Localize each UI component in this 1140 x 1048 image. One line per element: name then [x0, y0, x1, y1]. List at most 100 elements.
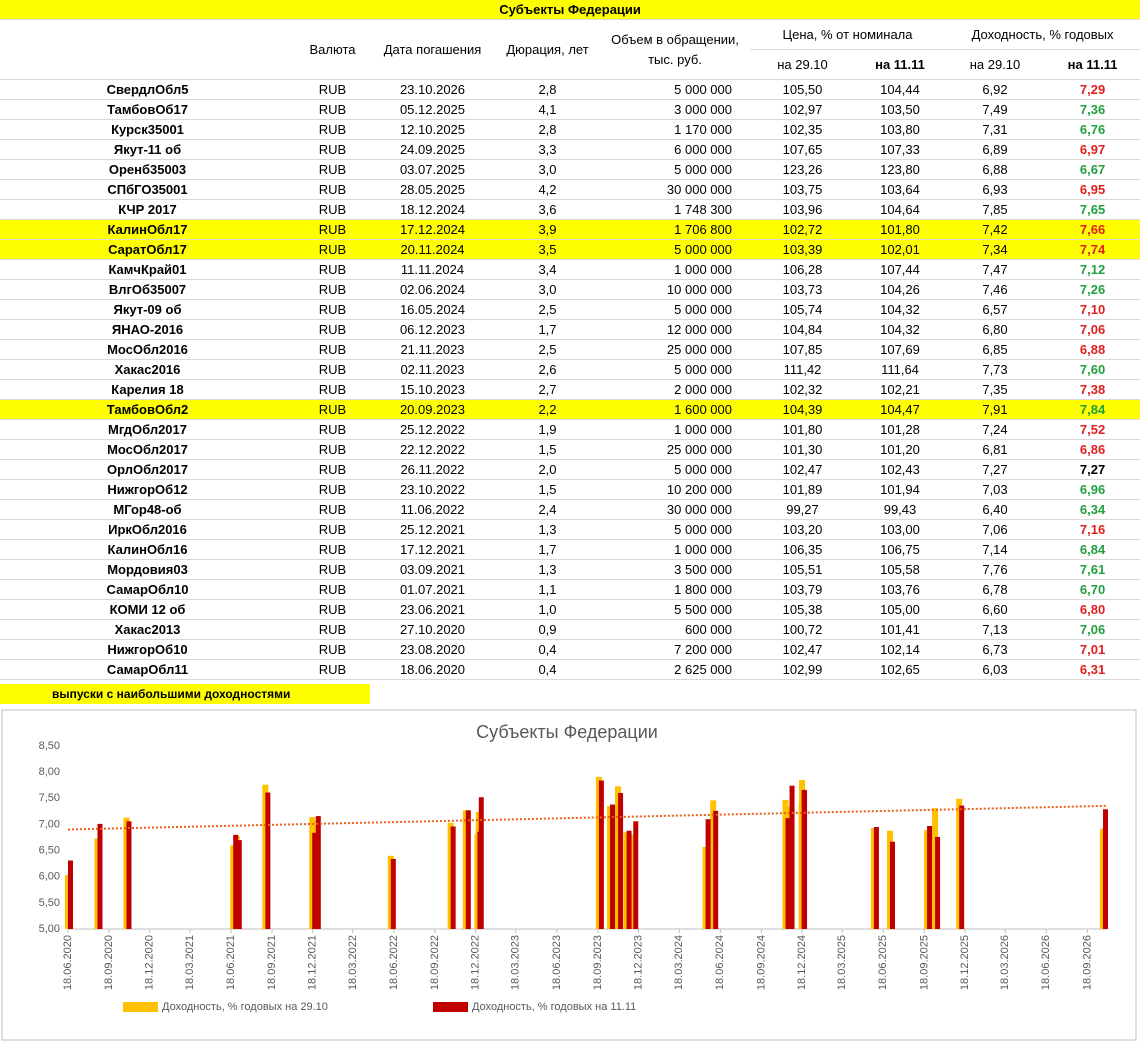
bar: [477, 831, 483, 929]
table-cell: RUB: [295, 539, 370, 560]
legend-swatch: [433, 1002, 468, 1012]
table-cell: Курск35001: [0, 119, 295, 140]
header-empty: [0, 19, 295, 80]
table-cell: МосОбл2017: [0, 439, 295, 460]
y-tick-label: 7,50: [39, 792, 60, 804]
y-tick-label: 5,00: [39, 923, 60, 935]
table-cell: 18.06.2020: [370, 659, 495, 680]
table-cell: RUB: [295, 559, 370, 580]
table-cell: ИркОбл2016: [0, 519, 295, 540]
table-cell: 7,29: [1045, 79, 1140, 100]
table-cell: 105,58: [855, 559, 945, 580]
table-cell: Карелия 18: [0, 379, 295, 400]
bar: [123, 817, 130, 929]
x-tick-label: 18.09.2026: [1081, 935, 1093, 990]
table-cell: 101,30: [750, 439, 855, 460]
chart-frame: [1, 709, 1137, 1041]
table-cell: 104,32: [855, 299, 945, 320]
table-cell: СвердлОбл5: [0, 79, 295, 100]
table-cell: 6,57: [945, 299, 1045, 320]
table-cell: 103,39: [750, 239, 855, 260]
table-cell: RUB: [295, 599, 370, 620]
table-cell: 101,41: [855, 619, 945, 640]
y-tick-label: 7,00: [39, 818, 60, 830]
table-cell: 101,80: [750, 419, 855, 440]
table-cell: RUB: [295, 399, 370, 420]
table-cell: 3,6: [495, 199, 600, 220]
table-cell: 3 000 000: [600, 99, 750, 120]
table-cell: 2,4: [495, 499, 600, 520]
table-cell: МгдОбл2017: [0, 419, 295, 440]
table-cell: 2,8: [495, 79, 600, 100]
table-cell: 6,81: [945, 439, 1045, 460]
table-cell: 6,60: [945, 599, 1045, 620]
table-cell: 1 170 000: [600, 119, 750, 140]
table-cell: 104,44: [855, 79, 945, 100]
table-cell: RUB: [295, 259, 370, 280]
bar: [626, 830, 632, 929]
table-row: Хакас2016 RUB 02.11.2023 2,6 5 000 000 111,42…: [0, 359, 1140, 380]
bar: [927, 825, 933, 929]
table-cell: 6,97: [1045, 139, 1140, 160]
table-cell: 106,28: [750, 259, 855, 280]
table-cell: 7,52: [1045, 419, 1140, 440]
x-tick-label: 18.12.2020: [144, 935, 156, 990]
bar: [312, 832, 318, 929]
table-cell: 1 706 800: [600, 219, 750, 240]
table-cell: 1,0: [495, 599, 600, 620]
x-tick-label: 18.06.2026: [1040, 935, 1052, 990]
table-cell: RUB: [295, 239, 370, 260]
table-cell: RUB: [295, 179, 370, 200]
table-row: МгдОбл2017 RUB 25.12.2022 1,9 1 000 000 101,8…: [0, 419, 1140, 440]
table-cell: 02.11.2023: [370, 359, 495, 380]
table-cell: 111,42: [750, 359, 855, 380]
table-cell: 17.12.2021: [370, 539, 495, 560]
table-row: ОрлОбл2017 RUB 26.11.2022 2,0 5 000 000 102,4…: [0, 459, 1140, 480]
column-header: Дата погашения: [370, 19, 495, 80]
bar: [618, 793, 624, 929]
table-cell: 26.11.2022: [370, 459, 495, 480]
table-cell: 7,31: [945, 119, 1045, 140]
table-row: КамчКрай01 RUB 11.11.2024 3,4 1 000 000 106,2…: [0, 259, 1140, 280]
y-tick-label: 8,00: [39, 766, 60, 778]
table-cell: 100,72: [750, 619, 855, 640]
table-row: Курск35001 RUB 12.10.2025 2,8 1 170 000 102,3…: [0, 119, 1140, 140]
bar: [959, 805, 965, 929]
table-cell: 7,16: [1045, 519, 1140, 540]
table-cell: 3,4: [495, 259, 600, 280]
table-cell: ЯНАО-2016: [0, 319, 295, 340]
table-cell: 7,14: [945, 539, 1045, 560]
table-cell: 102,47: [750, 459, 855, 480]
table-row: КалинОбл16 RUB 17.12.2021 1,7 1 000 000 106,3…: [0, 539, 1140, 560]
x-tick-label: 18.09.2022: [429, 935, 441, 990]
bar: [713, 810, 719, 929]
table-cell: 6,84: [1045, 539, 1140, 560]
table-cell: RUB: [295, 299, 370, 320]
table-cell: СПбГО35001: [0, 179, 295, 200]
x-tick-label: 18.12.2023: [633, 935, 645, 990]
table-row: Якут-09 об RUB 16.05.2024 2,5 5 000 000 105,7…: [0, 299, 1140, 320]
table-cell: 7,60: [1045, 359, 1140, 380]
table-cell: СамарОбл11: [0, 659, 295, 680]
table-row: КОМИ 12 об RUB 23.06.2021 1,0 5 500 000 105,3…: [0, 599, 1140, 620]
table-cell: 5 000 000: [600, 239, 750, 260]
table-cell: 104,84: [750, 319, 855, 340]
table-row: КЧР 2017 RUB 18.12.2024 3,6 1 748 300 103,96 1…: [0, 199, 1140, 220]
bar: [610, 804, 616, 929]
table-cell: 104,39: [750, 399, 855, 420]
table-cell: 7,34: [945, 239, 1045, 260]
table-cell: 102,43: [855, 459, 945, 480]
table-cell: 21.11.2023: [370, 339, 495, 360]
table-cell: 7,27: [945, 459, 1045, 480]
x-tick-label: 18.06.2023: [551, 935, 563, 990]
table-cell: 7,84: [1045, 399, 1140, 420]
table-cell: КалинОбл17: [0, 219, 295, 240]
bond-table: Субъекты Федерации Валюта Дата погашения…: [0, 0, 1140, 680]
bar: [789, 785, 795, 929]
table-cell: НижгорОб10: [0, 639, 295, 660]
table-cell: 2,7: [495, 379, 600, 400]
table-cell: 102,14: [855, 639, 945, 660]
table-cell: Мордовия03: [0, 559, 295, 580]
table-cell: 7,35: [945, 379, 1045, 400]
